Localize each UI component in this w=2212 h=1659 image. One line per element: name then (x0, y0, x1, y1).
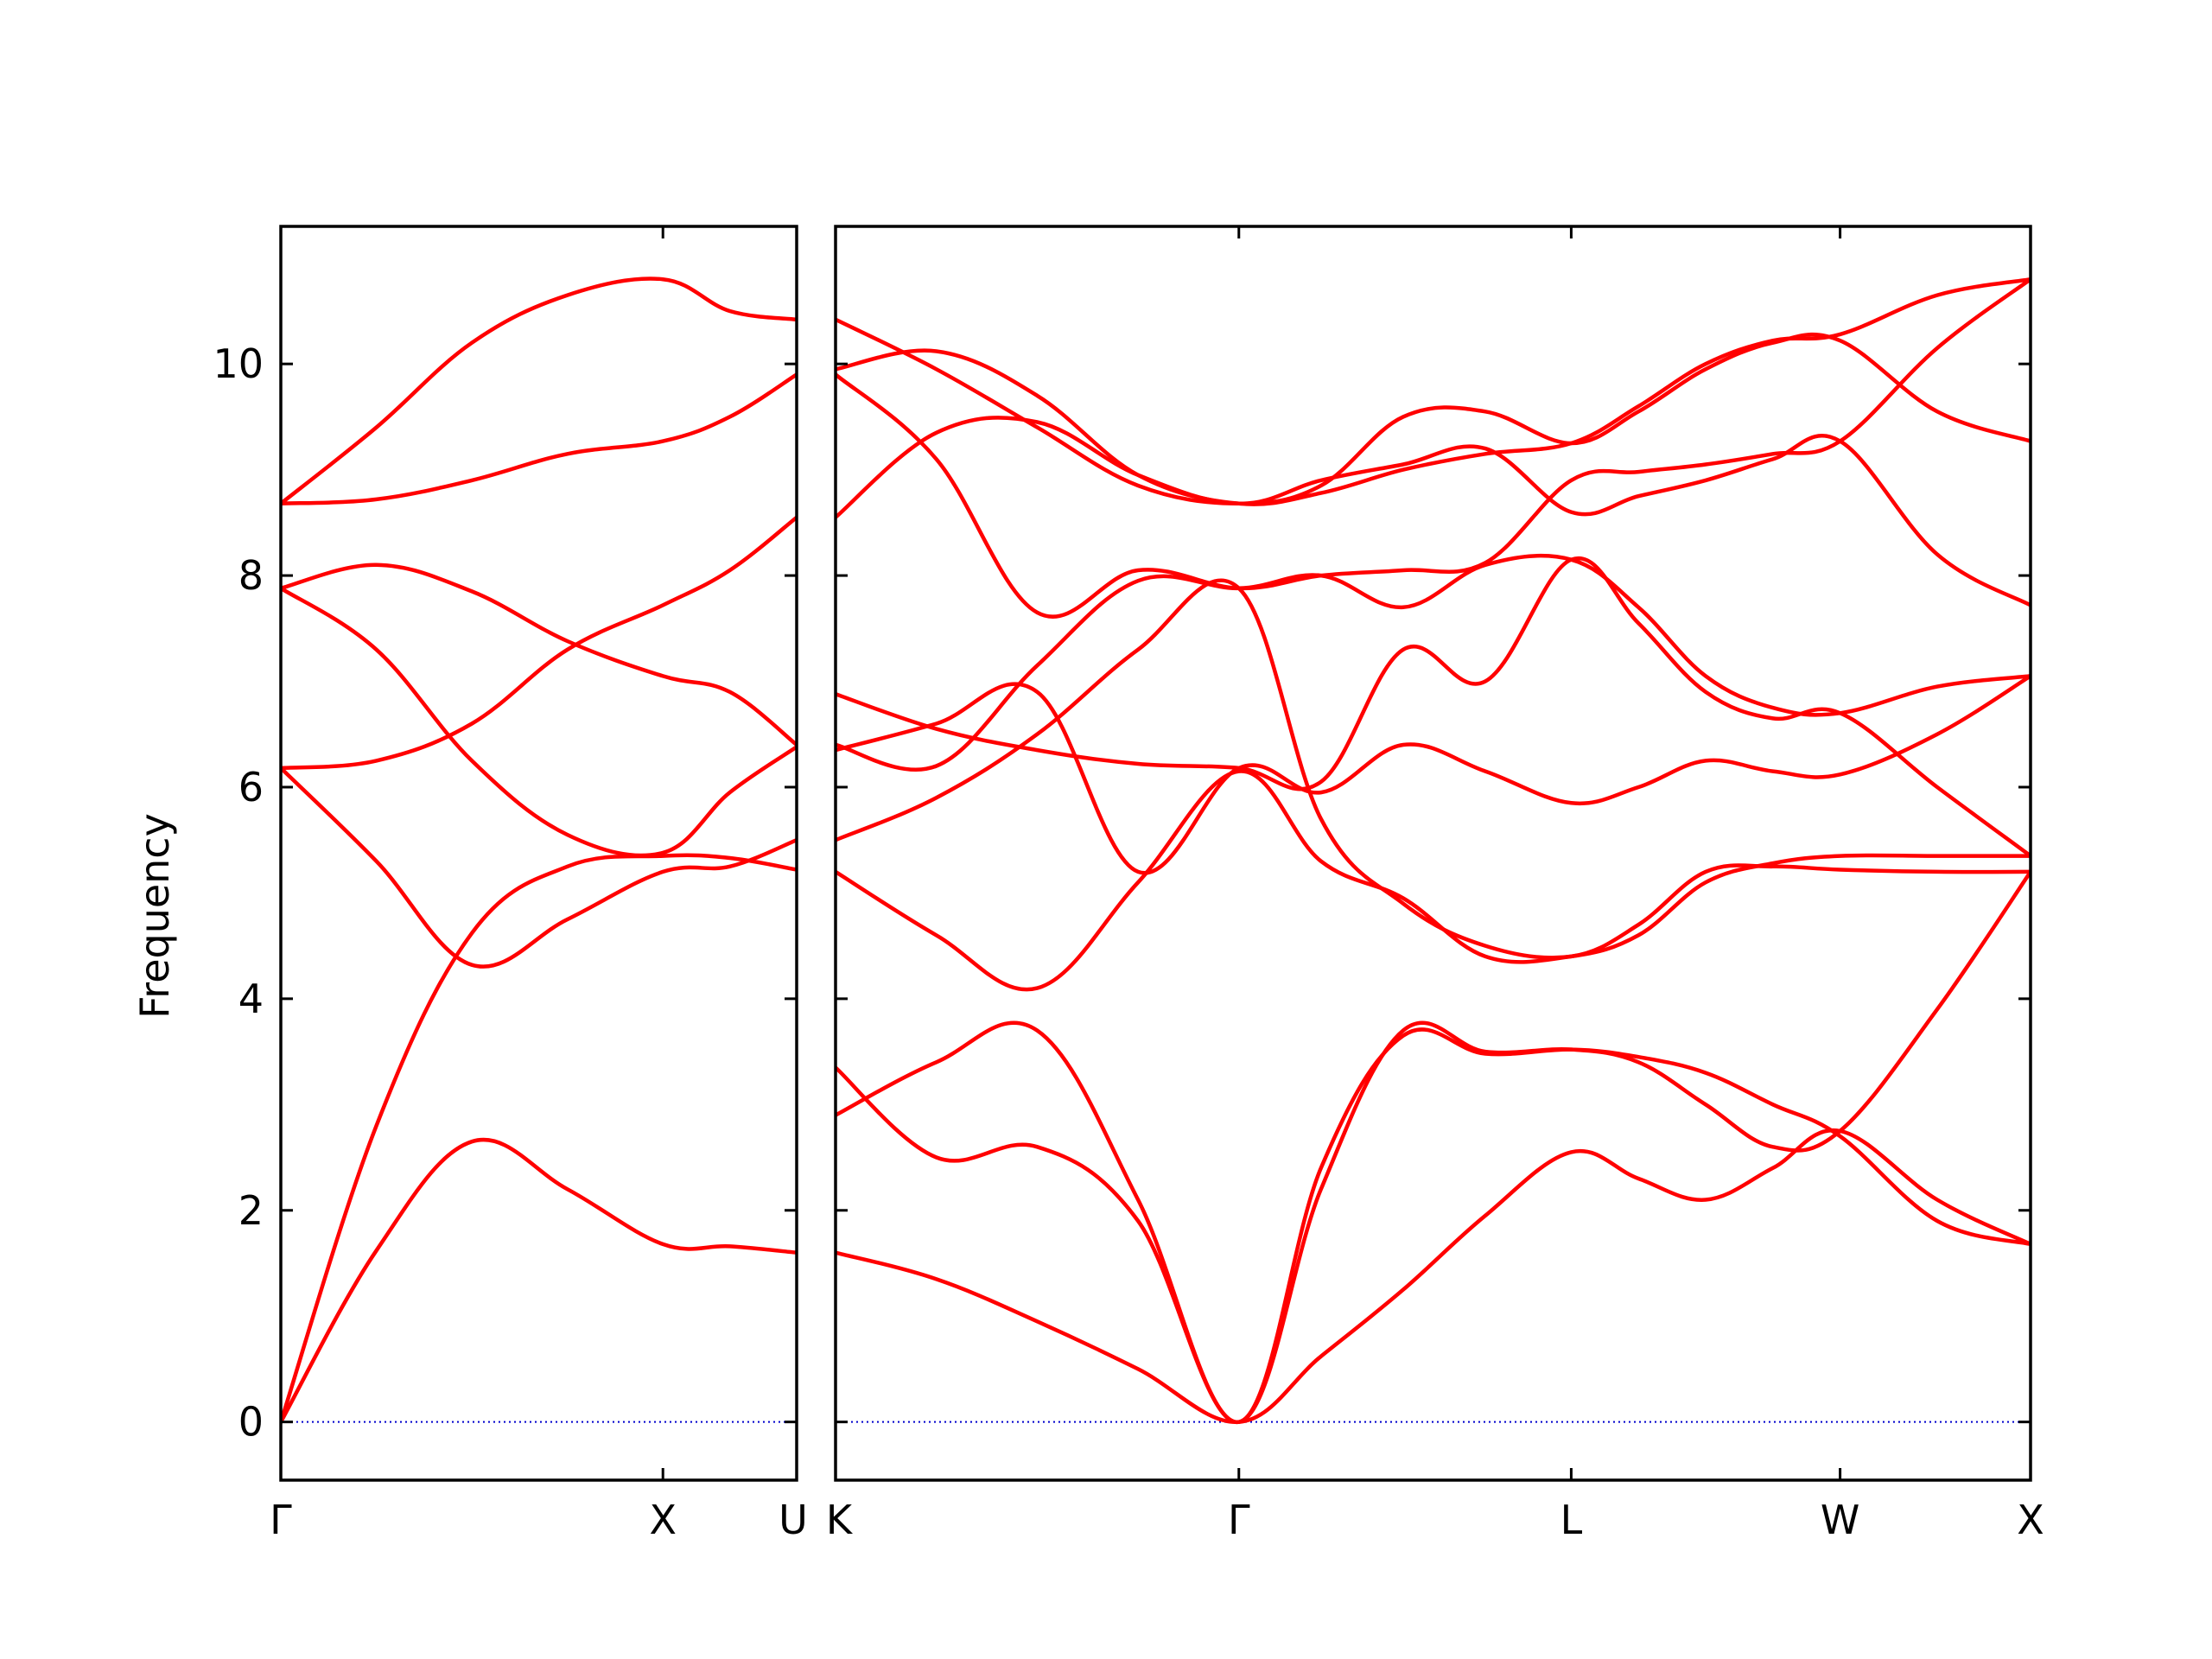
y-tick-label: 4 (238, 976, 264, 1022)
y-tick-label: 2 (238, 1187, 264, 1234)
band-line-3 (281, 766, 797, 969)
x-tick-label: W (1821, 1497, 1859, 1543)
x-tick-label: Γ (270, 1497, 292, 1543)
x-tick-label: Γ (1228, 1497, 1250, 1543)
band-line-5 (281, 586, 797, 858)
band-line-11 (836, 317, 2031, 506)
y-tick-label: 0 (238, 1399, 264, 1446)
band-line-7 (836, 556, 2031, 858)
y-tick-label: 10 (213, 340, 264, 387)
band-line-2 (281, 853, 797, 1424)
bands-group (281, 276, 797, 1424)
plot-frame (834, 225, 2032, 1482)
x-tick-label: K (826, 1497, 854, 1543)
plot-frame (279, 225, 798, 1482)
x-tick-label: X (2017, 1497, 2044, 1543)
y-tick-label: 8 (238, 552, 264, 599)
bands-group (836, 276, 2031, 1424)
y-tick-label: 6 (238, 764, 264, 810)
x-tick-label: L (1560, 1497, 1583, 1543)
band-line-3 (836, 869, 2031, 1424)
x-tick-label: U (779, 1497, 808, 1543)
band-line-7 (281, 372, 797, 506)
panel-gamma-x-u: Γ X U 0 2 4 6 8 10 (213, 225, 808, 1543)
band-line-5 (836, 578, 2031, 960)
band-line-8 (836, 553, 2031, 772)
band-line-12 (836, 276, 2031, 506)
y-axis-label: Frequency (131, 813, 178, 1019)
band-line-1 (836, 1128, 2031, 1424)
x-tick-label: X (649, 1497, 677, 1543)
band-line-4 (281, 515, 797, 771)
band-line-9 (836, 416, 2031, 607)
band-line-1 (281, 1137, 797, 1424)
band-line-2 (836, 1020, 2031, 1424)
band-line-8 (281, 276, 797, 506)
band-line-6 (836, 674, 2031, 875)
band-line-4 (836, 769, 2031, 992)
band-line-10 (836, 276, 2031, 619)
band-line-6 (281, 563, 797, 747)
